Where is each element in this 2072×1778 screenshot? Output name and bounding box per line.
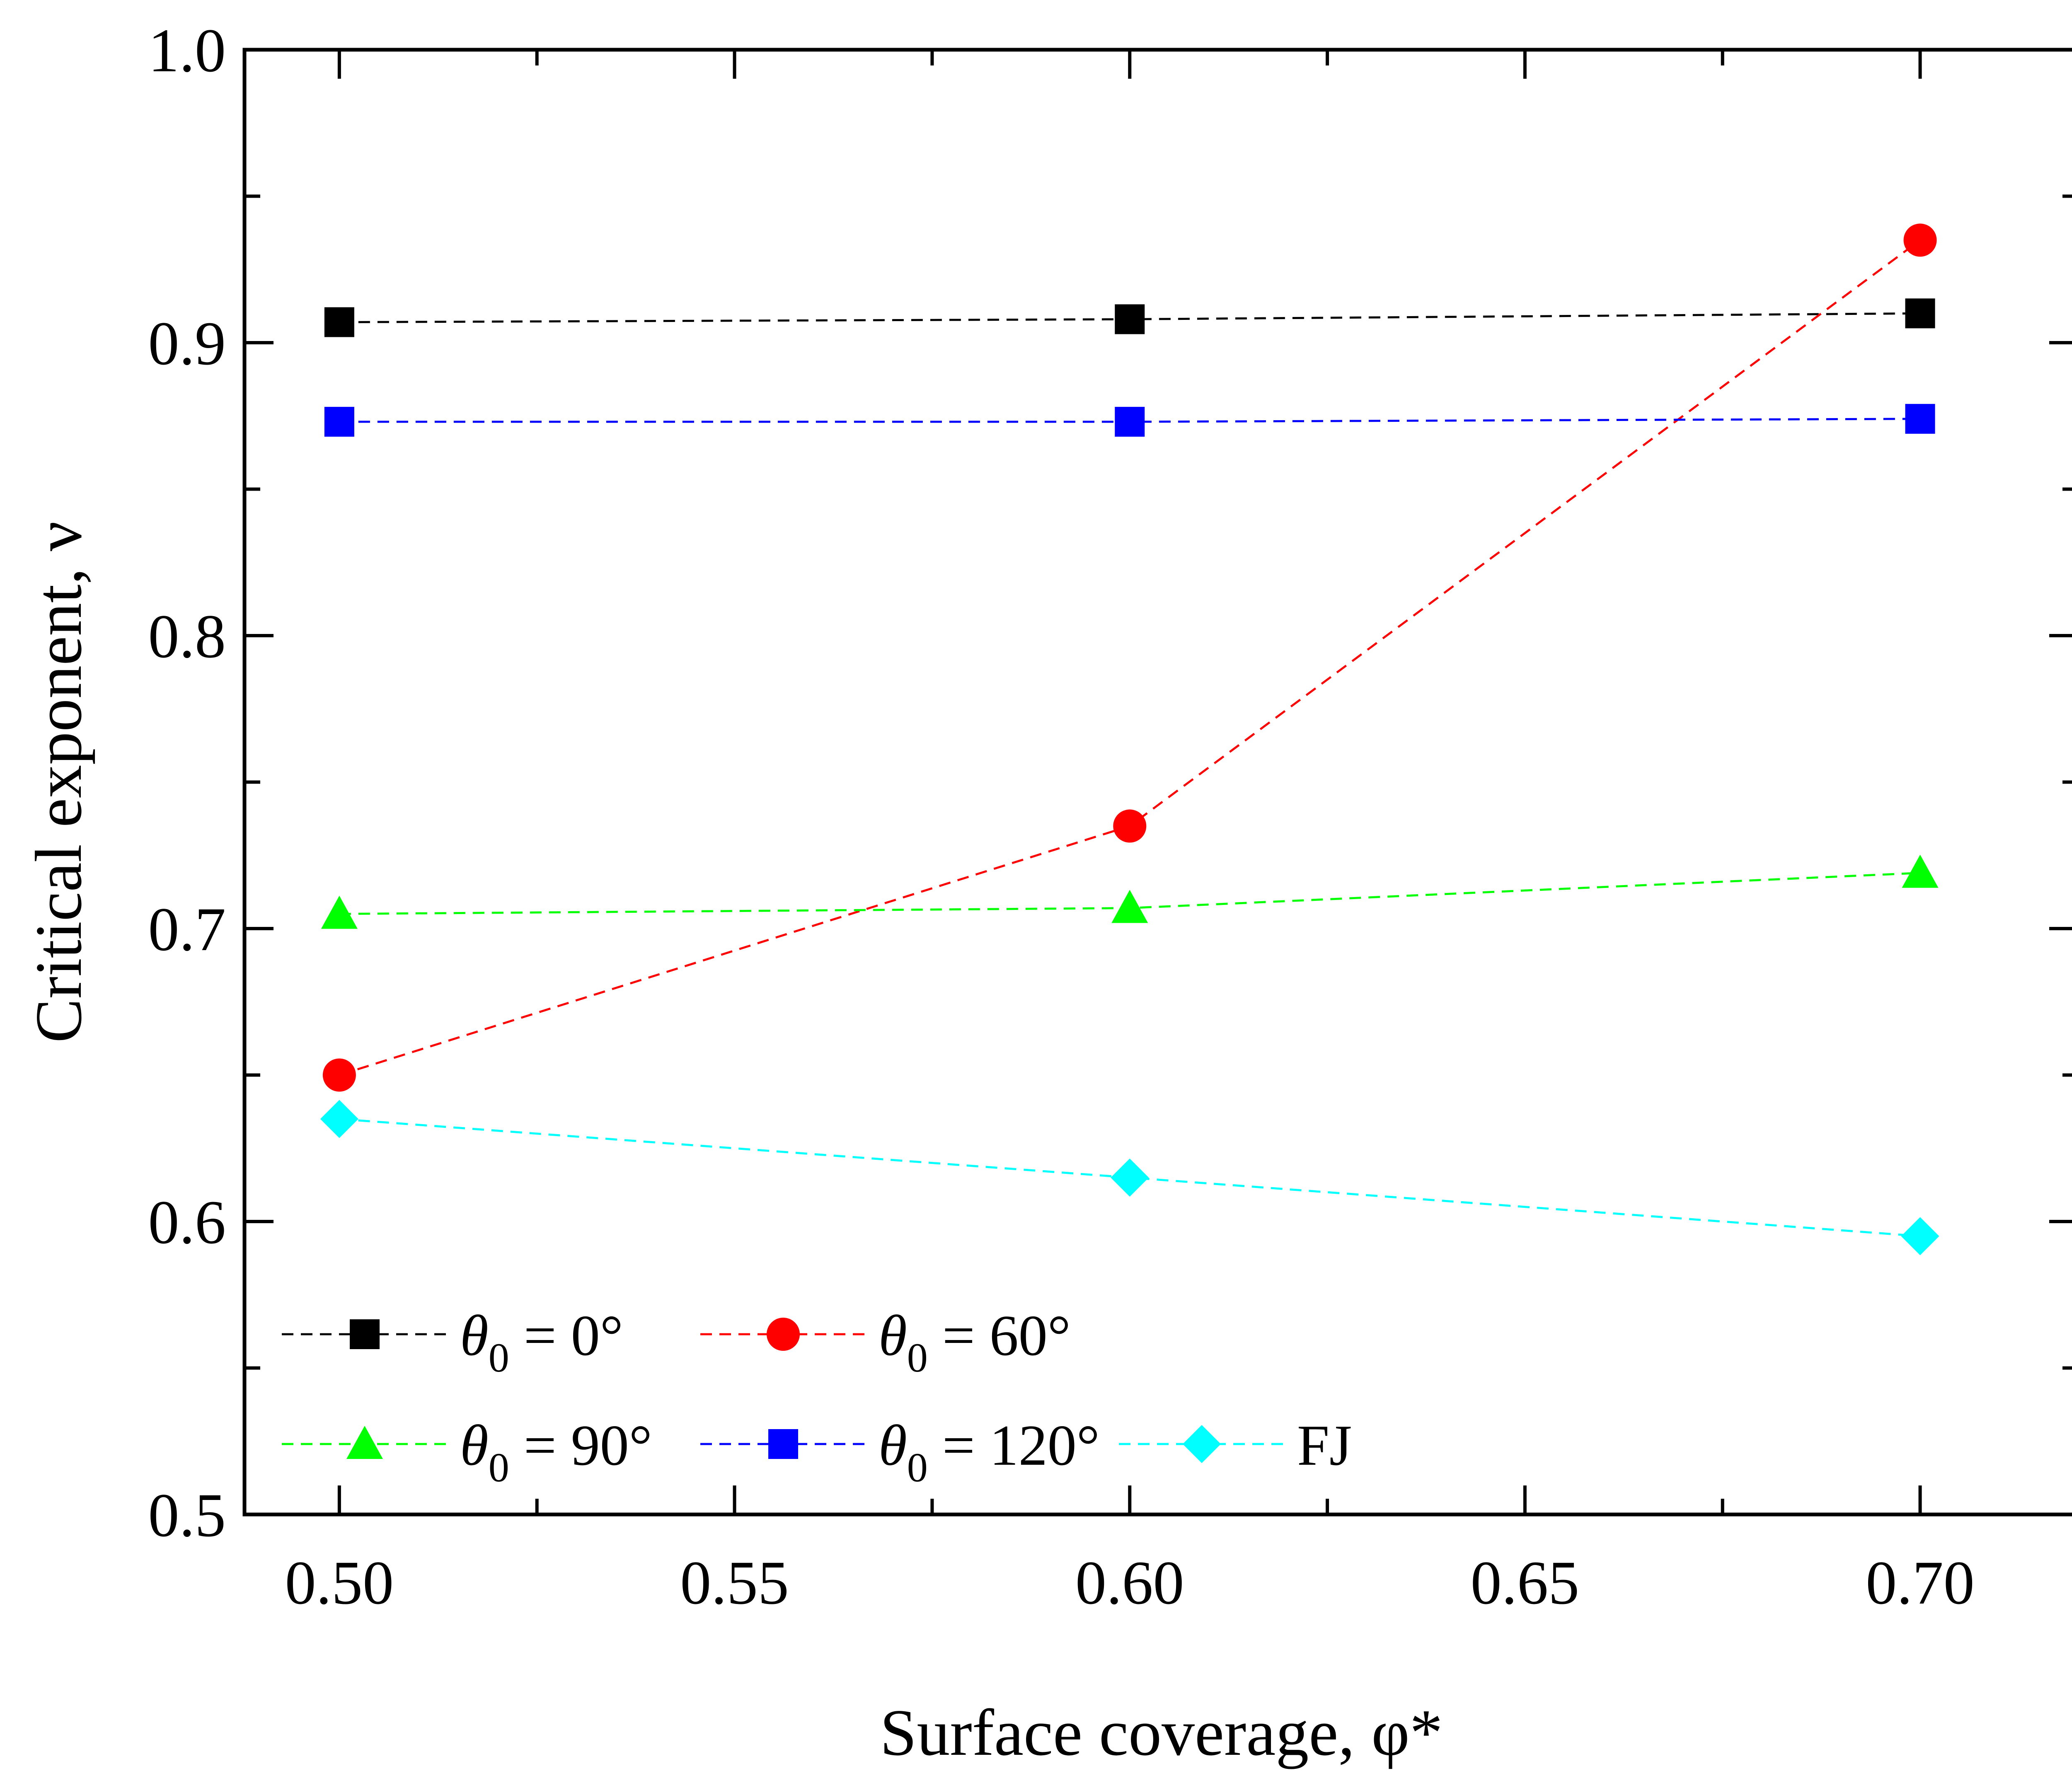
data-point [1111, 890, 1148, 923]
data-point [1901, 1217, 1939, 1255]
data-point [1111, 1158, 1149, 1197]
x-tick-label: 0.65 [1471, 1548, 1580, 1617]
series-0 [324, 298, 1935, 337]
x-axis: 0.50 0.55 0.60 0.65 0.70 [285, 50, 1975, 1617]
legend-label-rest: = 90° [509, 1413, 652, 1478]
legend-label-main: θ [879, 1304, 907, 1368]
legend-label-sub: 0 [489, 1335, 509, 1381]
y-axis: 0.5 0.6 0.7 0.8 0.9 1.0 [148, 16, 2072, 1550]
legend-label: θ0 = 0° [460, 1304, 623, 1381]
x-tick-label: 0.50 [285, 1548, 394, 1617]
legend-item: FJ [1119, 1413, 1352, 1478]
legend-label-sub: 0 [907, 1335, 928, 1381]
data-point [324, 307, 354, 337]
x-tick-label: 0.70 [1866, 1548, 1975, 1617]
legend-label-sub: 0 [489, 1444, 509, 1490]
legend-label: θ0 = 60° [879, 1304, 1071, 1381]
legend-swatch-marker [768, 1429, 798, 1459]
legend-item: θ0 = 120° [700, 1413, 1100, 1490]
legend-item: θ0 = 90° [282, 1413, 652, 1490]
y-tick-label: 0.7 [148, 895, 226, 964]
legend-label-rest: = 120° [928, 1413, 1100, 1478]
data-point [1113, 809, 1147, 843]
y-tick-label: 0.9 [148, 309, 226, 378]
series-2 [321, 854, 1939, 929]
data-point [321, 895, 358, 929]
series-1 [322, 223, 1937, 1092]
y-axis-title: Critical exponent, ν [22, 521, 95, 1043]
data-point [1902, 854, 1939, 888]
legend-label-rest: = 0° [509, 1304, 623, 1368]
data-point [1115, 406, 1145, 437]
legend-label-main: θ [879, 1413, 907, 1478]
data-point [1905, 298, 1935, 329]
legend-label: θ0 = 120° [879, 1413, 1100, 1490]
legend-label-rest: = 60° [928, 1304, 1071, 1368]
series-layer [320, 223, 1939, 1255]
plot-frame [242, 48, 2072, 1517]
legend-swatch-marker [346, 1426, 383, 1459]
legend-item: θ0 = 0° [282, 1304, 623, 1381]
legend-swatch-marker [350, 1319, 380, 1349]
y-tick-label: 0.5 [148, 1481, 226, 1550]
data-point [1905, 404, 1935, 434]
legend-label-main: θ [460, 1304, 489, 1368]
data-point [1903, 223, 1937, 257]
data-point [320, 1100, 358, 1138]
legend-label-main: FJ [1297, 1413, 1352, 1478]
data-point [322, 1058, 356, 1092]
data-point [324, 406, 354, 437]
legend-swatch-marker [1183, 1425, 1221, 1463]
legend-label: FJ [1297, 1413, 1352, 1478]
y-tick-label: 1.0 [148, 16, 226, 85]
x-axis-title: Surface coverage, φ* [880, 1696, 1443, 1769]
series-3 [324, 404, 1935, 437]
x-tick-label: 0.60 [1075, 1548, 1184, 1617]
legend-label-main: θ [460, 1413, 489, 1478]
legend: θ0 = 0° θ0 = 60°θ0 = 90° θ0 = 120° FJ [282, 1304, 1352, 1490]
series-4 [320, 1100, 1939, 1255]
data-point [1115, 304, 1145, 334]
x-tick-label: 0.55 [680, 1548, 789, 1617]
legend-label: θ0 = 90° [460, 1413, 652, 1490]
legend-swatch-marker [767, 1318, 800, 1351]
legend-label-sub: 0 [907, 1444, 928, 1490]
y-tick-label: 0.8 [148, 602, 226, 671]
y-tick-label: 0.6 [148, 1188, 226, 1257]
series-line [339, 239, 1921, 1076]
legend-item: θ0 = 60° [700, 1304, 1071, 1381]
